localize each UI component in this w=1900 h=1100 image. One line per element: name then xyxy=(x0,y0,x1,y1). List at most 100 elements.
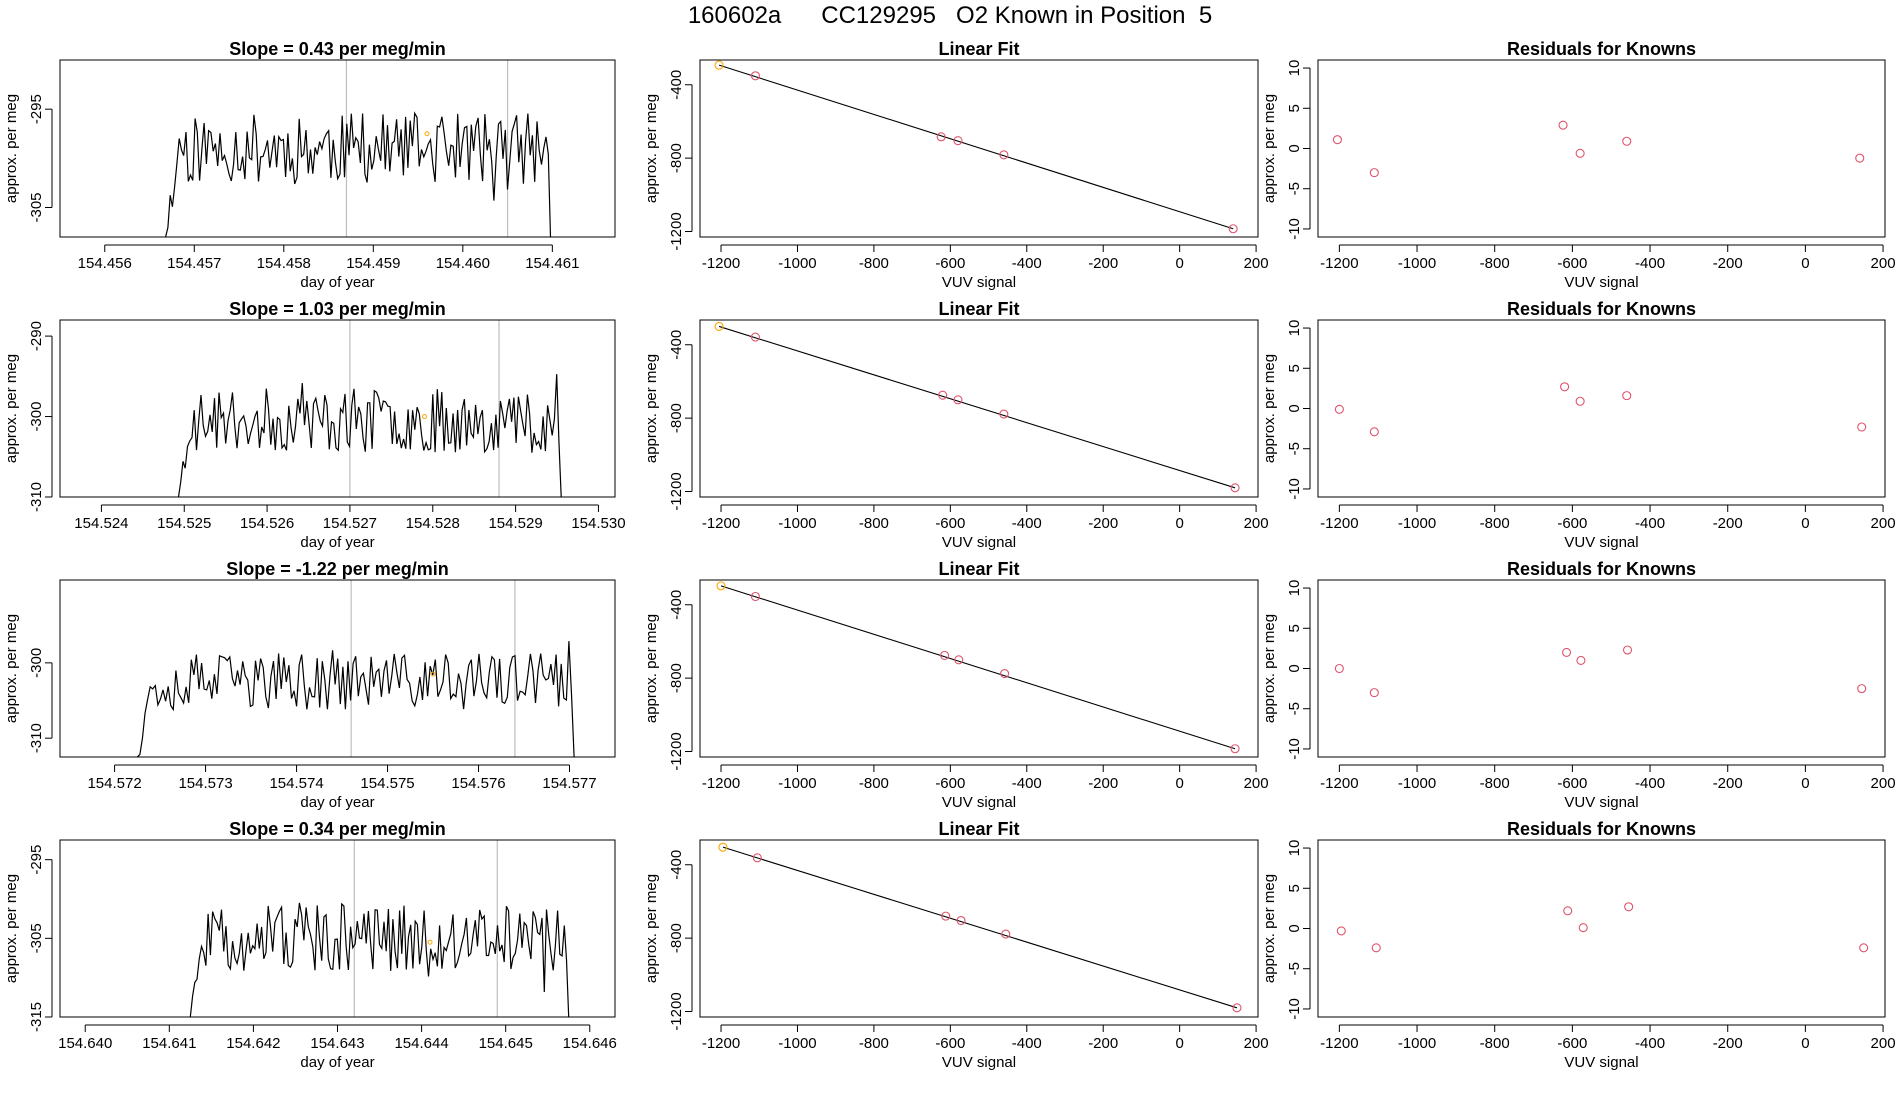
y-tick-label: -10 xyxy=(1286,738,1303,760)
x-axis-label: VUV signal xyxy=(942,534,1016,551)
x-tick-label: 0 xyxy=(1801,515,1809,532)
x-tick-label: -1000 xyxy=(1398,1035,1436,1052)
plot-frame xyxy=(59,59,616,238)
x-tick-label: -800 xyxy=(1480,775,1510,792)
known-point xyxy=(953,395,963,405)
panel-linear-fit-row-4: Linear Fit -1200 -1000 -800 -600 -400 -200 0 200… xyxy=(643,819,1269,1071)
x-tick-label: -800 xyxy=(859,255,889,272)
fit-line xyxy=(718,325,1236,489)
x-tick-label: 200 xyxy=(1871,1035,1896,1052)
plot-data xyxy=(716,581,1240,754)
known-point xyxy=(1334,404,1344,414)
x-tick-label: -1200 xyxy=(702,255,740,272)
plot-frame xyxy=(1317,319,1886,498)
y-tick-label: 5 xyxy=(1286,624,1303,632)
x-tick-label: 154.459 xyxy=(346,255,400,272)
panel-title: Residuals for Knowns xyxy=(1507,559,1696,579)
known-point xyxy=(999,409,1009,419)
y-tick-label: -800 xyxy=(668,923,685,953)
x-tick-label: 154.525 xyxy=(157,515,211,532)
x-tick-label: -1000 xyxy=(1398,775,1436,792)
x-tick-label: 154.524 xyxy=(74,515,128,532)
known-point xyxy=(1371,943,1381,953)
known-point xyxy=(999,150,1009,160)
panel-title: Residuals for Knowns xyxy=(1507,39,1696,59)
x-tick-label: 154.572 xyxy=(87,775,141,792)
y-tick-label: -305 xyxy=(28,192,45,222)
known-point xyxy=(1334,663,1344,674)
panel-title: Linear Fit xyxy=(938,559,1019,579)
x-tick-label: -800 xyxy=(1480,515,1510,532)
x-tick-label: -600 xyxy=(1557,255,1587,272)
fit-line xyxy=(720,585,1236,750)
y-tick-label: 10 xyxy=(1286,60,1303,77)
x-tick-label: -1200 xyxy=(1320,515,1358,532)
panel-linear-fit-row-1: Linear Fit -1200 -1000 -800 -600 -400 -200 0 200… xyxy=(643,39,1269,291)
y-tick-label: -295 xyxy=(28,845,45,875)
plot-data xyxy=(714,60,1238,234)
panel-residuals-row-1: Residuals for Knowns-1200 -1000 -800 -600 -4… xyxy=(1261,39,1896,291)
y-tick-label: -5 xyxy=(1286,962,1303,975)
known-point xyxy=(1857,422,1867,432)
x-tick-label: 154.460 xyxy=(436,255,490,272)
y-tick-label: -1200 xyxy=(668,212,685,250)
y-axis-label: approx. per meg xyxy=(3,354,20,463)
known-point xyxy=(1575,148,1585,158)
x-tick-label: 154.458 xyxy=(257,255,311,272)
x-tick-label: 154.641 xyxy=(142,1035,196,1052)
y-axis-label: approx. per meg xyxy=(643,614,660,723)
x-axis: -1200 -1000 -800 -600 -400 -200 0 200 VUV signal xyxy=(1320,1024,1896,1071)
y-tick-label: -400 xyxy=(668,70,685,100)
known-point xyxy=(1232,1003,1242,1013)
x-tick-label: -200 xyxy=(1088,1035,1118,1052)
x-tick-label: 200 xyxy=(1871,255,1896,272)
y-tick-label: -10 xyxy=(1286,218,1303,240)
y-tick-label: -400 xyxy=(668,590,685,620)
y-axis: 10 5 0 -5 -10 approx. per meg xyxy=(1261,320,1311,500)
x-axis: 154.524 154.525 154.526 154.527 154.528 154.5… xyxy=(74,504,626,551)
y-tick-label: 0 xyxy=(1286,664,1303,672)
y-axis-label: approx. per meg xyxy=(1261,354,1278,463)
y-axis: -400 -800 -1200 approx. per meg xyxy=(643,70,693,251)
x-tick-label: -400 xyxy=(1012,515,1042,532)
per-meg-trace xyxy=(136,641,575,757)
x-axis-label: VUV signal xyxy=(1564,534,1638,551)
known-point xyxy=(938,390,948,400)
x-tick-label: 154.577 xyxy=(542,775,596,792)
y-tick-label: -400 xyxy=(668,850,685,880)
x-tick-label: -400 xyxy=(1635,775,1665,792)
x-tick-label: -1200 xyxy=(702,775,740,792)
fit-line xyxy=(718,64,1234,230)
x-axis: 154.572 154.573 154.574 154.575 154.576 154.5… xyxy=(87,764,597,811)
panel-linear-fit-row-2: Linear Fit -1200 -1000 -800 -600 -400 -200 0 200… xyxy=(643,299,1269,551)
plot-data xyxy=(1336,902,1869,953)
x-tick-label: -400 xyxy=(1635,515,1665,532)
known-point xyxy=(956,915,966,926)
x-tick-label: 0 xyxy=(1175,1035,1183,1052)
known-point xyxy=(940,650,950,660)
x-axis: 154.456 154.457 154.458 154.459 154.460 154.4… xyxy=(78,244,579,291)
x-tick-label: 154.527 xyxy=(323,515,377,532)
known-point xyxy=(1558,120,1568,130)
y-tick-label: 5 xyxy=(1286,364,1303,372)
x-tick-label: 154.526 xyxy=(240,515,294,532)
highlight-point xyxy=(427,939,433,945)
y-axis-label: approx. per meg xyxy=(3,614,20,723)
x-axis-label: day of year xyxy=(300,794,374,811)
known-point xyxy=(936,132,946,142)
y-tick-label: -10 xyxy=(1286,998,1303,1020)
x-tick-label: 154.457 xyxy=(167,255,221,272)
x-tick-label: -600 xyxy=(935,1035,965,1052)
x-axis-label: VUV signal xyxy=(1564,794,1638,811)
figure-title: 160602a CC129295 O2 Known in Position 5 xyxy=(687,2,1213,29)
x-tick-label: 0 xyxy=(1801,775,1809,792)
plot-data xyxy=(136,580,575,757)
x-tick-label: 154.573 xyxy=(178,775,232,792)
known-point xyxy=(1230,744,1240,754)
x-axis: -1200 -1000 -800 -600 -400 -200 0 200 VUV signal xyxy=(702,244,1269,291)
x-tick-label: -1000 xyxy=(1398,255,1436,272)
known-point xyxy=(941,911,951,921)
panel-title: Residuals for Knowns xyxy=(1507,819,1696,839)
